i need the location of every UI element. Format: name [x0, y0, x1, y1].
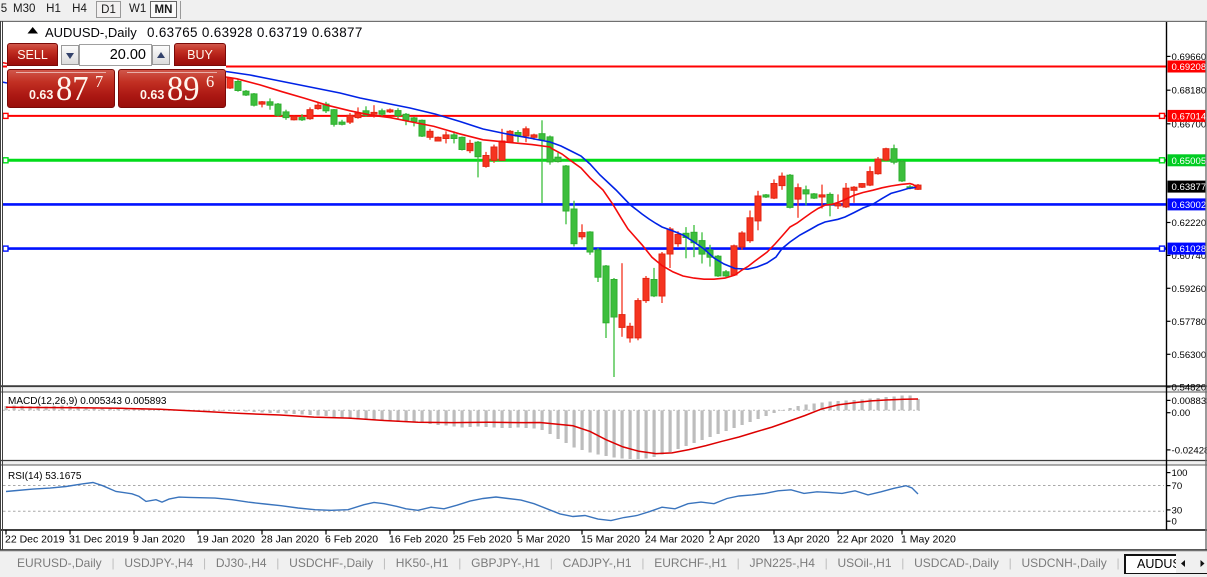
- svg-text:22 Apr 2020: 22 Apr 2020: [837, 534, 894, 546]
- svg-text:70: 70: [1172, 481, 1183, 492]
- svg-text:100: 100: [1172, 468, 1188, 479]
- svg-text:0.57780: 0.57780: [1172, 317, 1207, 328]
- svg-text:2 Apr 2020: 2 Apr 2020: [709, 534, 760, 546]
- svg-text:16 Feb 2020: 16 Feb 2020: [389, 534, 448, 546]
- svg-text:6 Feb 2020: 6 Feb 2020: [325, 534, 378, 546]
- svg-text:0.59260: 0.59260: [1172, 284, 1207, 295]
- svg-text:0.63002: 0.63002: [1172, 200, 1207, 211]
- svg-text:RSI(14) 53.1675: RSI(14) 53.1675: [8, 471, 82, 482]
- svg-text:0.63765 0.63928 0.63719 0.6387: 0.63765 0.63928 0.63719 0.63877: [147, 25, 363, 40]
- svg-text:0: 0: [1172, 517, 1177, 528]
- svg-text:22 Dec 2019: 22 Dec 2019: [5, 534, 65, 546]
- svg-text:0.62220: 0.62220: [1172, 218, 1207, 229]
- svg-text:1 May 2020: 1 May 2020: [901, 534, 956, 546]
- svg-text:5 Mar 2020: 5 Mar 2020: [517, 534, 570, 546]
- svg-text:19 Jan 2020: 19 Jan 2020: [197, 534, 255, 546]
- svg-text:0.69660: 0.69660: [1172, 52, 1207, 63]
- svg-text:MACD(12,26,9) 0.005343 0.00589: MACD(12,26,9) 0.005343 0.005893: [8, 396, 167, 407]
- svg-text:0.00: 0.00: [1172, 408, 1191, 419]
- svg-text:0.008833: 0.008833: [1172, 396, 1207, 407]
- svg-text:31 Dec 2019: 31 Dec 2019: [69, 534, 129, 546]
- svg-text:0.56300: 0.56300: [1172, 350, 1207, 361]
- svg-text:13 Apr 2020: 13 Apr 2020: [773, 534, 830, 546]
- svg-text:0.67014: 0.67014: [1172, 111, 1207, 122]
- svg-text:-0.02428: -0.02428: [1172, 445, 1207, 456]
- svg-text:24 Mar 2020: 24 Mar 2020: [645, 534, 704, 546]
- svg-text:0.61028: 0.61028: [1172, 244, 1207, 255]
- svg-text:AUDUSD-,Daily: AUDUSD-,Daily: [45, 25, 137, 40]
- svg-text:9 Jan 2020: 9 Jan 2020: [133, 534, 185, 546]
- svg-text:0.54820: 0.54820: [1172, 383, 1207, 394]
- svg-text:0.68180: 0.68180: [1172, 86, 1207, 97]
- svg-text:0.65005: 0.65005: [1172, 156, 1207, 167]
- svg-text:30: 30: [1172, 505, 1183, 516]
- svg-text:25 Feb 2020: 25 Feb 2020: [453, 534, 512, 546]
- svg-text:0.66700: 0.66700: [1172, 119, 1207, 130]
- svg-text:0.60740: 0.60740: [1172, 251, 1207, 262]
- svg-text:0.63877: 0.63877: [1172, 182, 1207, 193]
- svg-text:15 Mar 2020: 15 Mar 2020: [581, 534, 640, 546]
- svg-text:28 Jan 2020: 28 Jan 2020: [261, 534, 319, 546]
- svg-text:0.69208: 0.69208: [1172, 62, 1207, 73]
